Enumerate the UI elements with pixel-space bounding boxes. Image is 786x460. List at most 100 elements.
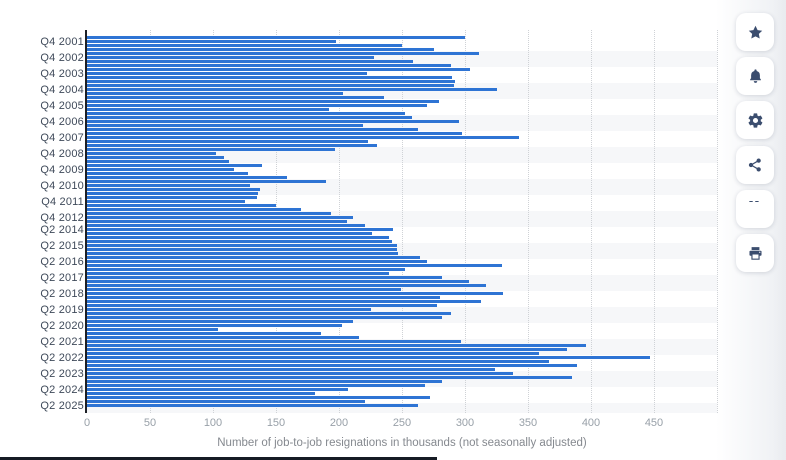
bar (87, 148, 335, 151)
bar (87, 120, 459, 123)
bar (87, 368, 495, 371)
bar (87, 64, 451, 67)
y-axis-label: Q2 2015 (40, 240, 84, 252)
y-axis-label: Q2 2018 (40, 288, 84, 300)
y-axis-line (85, 30, 87, 413)
bar (87, 116, 412, 119)
bar (87, 276, 442, 279)
bar (87, 380, 442, 383)
bar (87, 344, 586, 347)
y-axis-label: Q4 2003 (40, 68, 84, 80)
bar (87, 224, 365, 227)
x-axis-title: Number of job-to-job resignations in tho… (217, 437, 587, 449)
bar (87, 304, 437, 307)
bar (87, 388, 348, 391)
bar (87, 396, 430, 399)
bar (87, 80, 455, 83)
y-axis-label: Q4 2007 (40, 132, 84, 144)
settings-button[interactable] (736, 101, 774, 139)
bar (87, 72, 367, 75)
x-tick-label: 350 (518, 417, 538, 429)
cite-button[interactable]: “ (736, 190, 774, 228)
gridline-350 (528, 30, 529, 413)
bar (87, 392, 315, 395)
bar (87, 320, 353, 323)
bar (87, 284, 486, 287)
y-axis-label: Q4 2008 (40, 148, 84, 160)
star-icon (747, 24, 764, 41)
bar (87, 352, 539, 355)
y-axis-label: Q4 2011 (41, 196, 84, 208)
bar (87, 48, 434, 51)
bar (87, 256, 420, 259)
y-axis-label: Q2 2016 (40, 256, 84, 268)
bar (87, 372, 513, 375)
bar (87, 252, 398, 255)
bar (87, 240, 392, 243)
favorite-button[interactable] (736, 13, 774, 51)
bar (87, 108, 329, 111)
bar (87, 400, 365, 403)
bar (87, 232, 372, 235)
bar (87, 144, 377, 147)
bar (87, 272, 389, 275)
bar (87, 132, 462, 135)
bar (87, 180, 326, 183)
printer-icon (747, 245, 764, 262)
bar (87, 172, 248, 175)
bar (87, 112, 405, 115)
bar (87, 68, 470, 71)
y-axis-label: Q2 2022 (40, 352, 84, 364)
y-axis-label: Q4 2005 (40, 100, 84, 112)
bar (87, 260, 427, 263)
y-axis-label: Q2 2025 (40, 400, 84, 412)
y-axis-label: Q4 2010 (40, 180, 84, 192)
bar (87, 328, 218, 331)
bar (87, 192, 258, 195)
bar (87, 204, 276, 207)
gear-icon (747, 112, 764, 129)
bar (87, 312, 451, 315)
x-tick-label: 300 (455, 417, 475, 429)
bar (87, 140, 368, 143)
x-tick-label: 400 (581, 417, 601, 429)
bar (87, 356, 650, 359)
share-button[interactable] (736, 146, 774, 184)
y-axis-label: Q4 2002 (40, 52, 84, 64)
bar (87, 216, 353, 219)
plot-area (87, 30, 718, 413)
bar (87, 236, 389, 239)
bar (87, 212, 331, 215)
y-axis-label: Q2 2021 (40, 336, 84, 348)
bar (87, 316, 442, 319)
gridline-250 (402, 30, 403, 413)
bar (87, 332, 321, 335)
bar (87, 336, 359, 339)
bar (87, 92, 343, 95)
bar (87, 384, 425, 387)
alerts-button[interactable] (736, 57, 774, 95)
bar (87, 56, 374, 59)
bar (87, 340, 461, 343)
x-tick-label: 200 (329, 417, 349, 429)
y-axis-label: Q4 2004 (40, 84, 84, 96)
gridline-400 (591, 30, 592, 413)
bar (87, 164, 262, 167)
bar (87, 248, 397, 251)
bar (87, 196, 257, 199)
bottom-page-strip (0, 457, 437, 460)
bar (87, 280, 469, 283)
bar (87, 40, 336, 43)
bar (87, 160, 229, 163)
x-tick-label: 450 (644, 417, 664, 429)
bar (87, 292, 503, 295)
gridline-450 (654, 30, 655, 413)
bar (87, 184, 250, 187)
bar (87, 88, 497, 91)
bar (87, 348, 567, 351)
bar (87, 36, 465, 39)
bar (87, 296, 440, 299)
bar (87, 324, 342, 327)
print-button[interactable] (736, 234, 774, 272)
